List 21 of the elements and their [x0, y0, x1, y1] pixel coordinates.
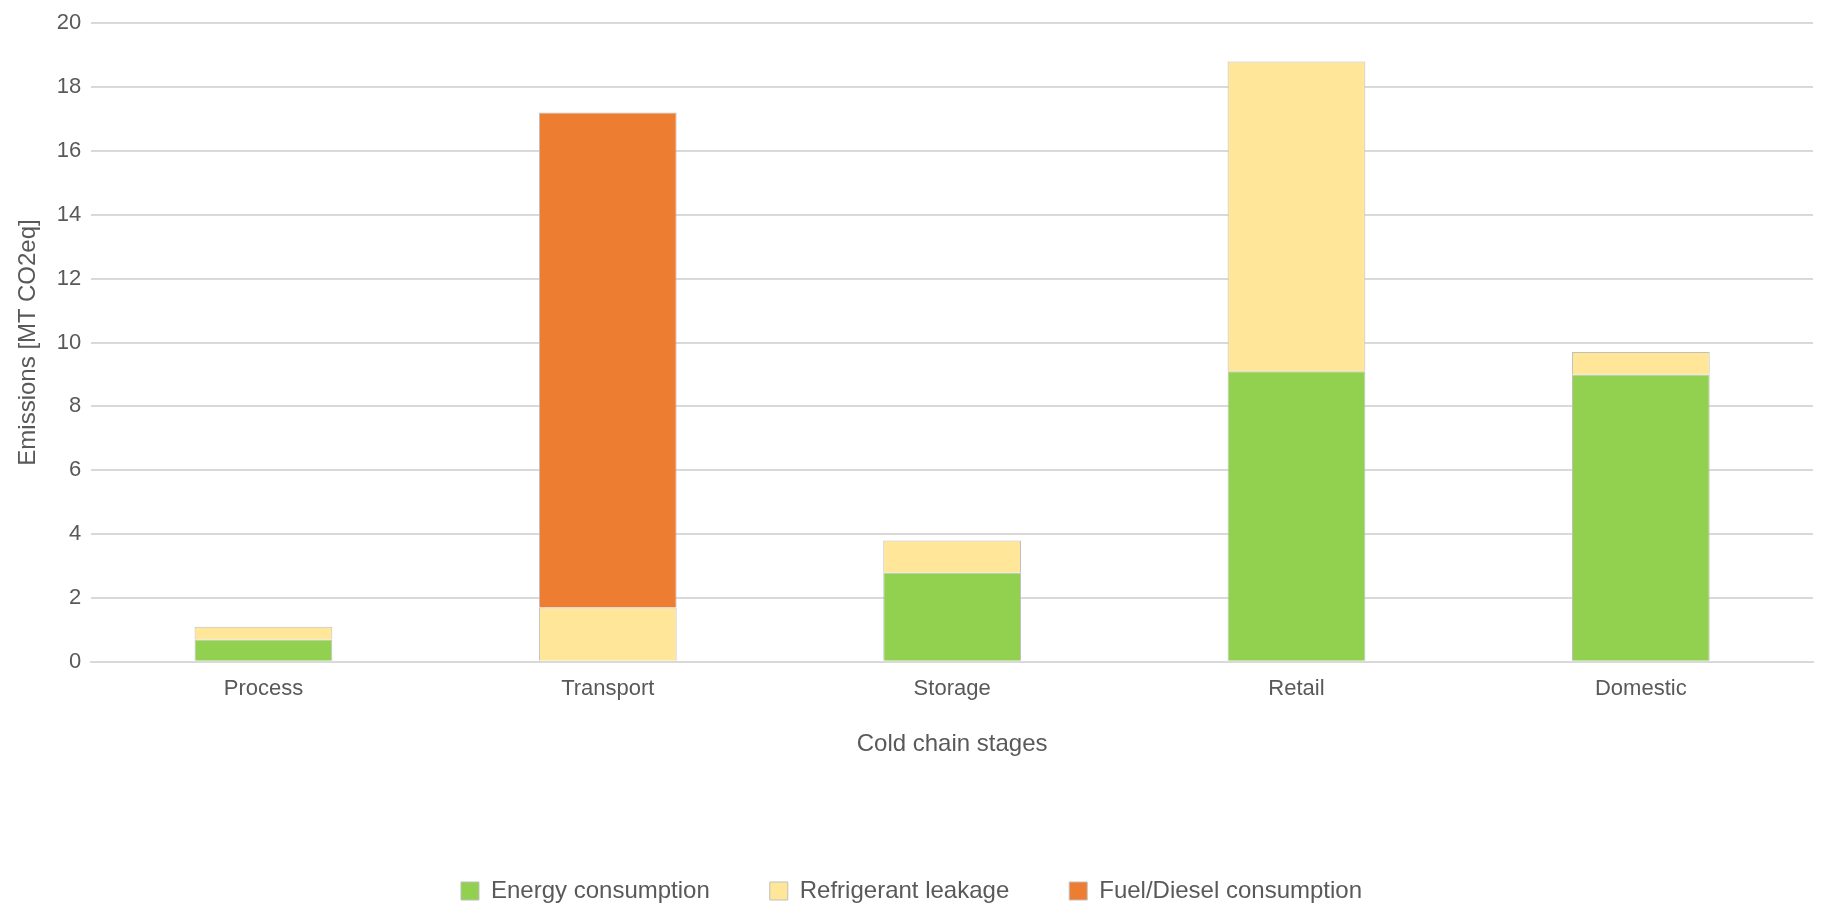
legend-label: Fuel/Diesel consumption: [1099, 875, 1363, 903]
y-tick-label: 2: [69, 584, 82, 609]
x-tick-label: Storage: [913, 675, 991, 701]
x-tick-label: Process: [223, 675, 304, 701]
y-tick-label: 16: [56, 136, 82, 162]
y-tick-label: 8: [69, 392, 82, 418]
y-tick-label: 14: [56, 200, 82, 226]
y-tick-label: 12: [56, 264, 82, 290]
x-tick-label: Transport: [561, 675, 655, 701]
legend-label: Refrigerant leakage: [799, 875, 1010, 903]
x-tick-label: Retail: [1268, 675, 1325, 701]
y-tick-label: 20: [56, 9, 82, 35]
x-tick-label: Domestic: [1594, 675, 1687, 701]
y-axis-title: Emissions [MT CO2eq]: [13, 219, 41, 466]
y-tick-label: 6: [69, 456, 82, 482]
y-tick-label: 4: [69, 520, 82, 546]
y-tick-label: 18: [56, 73, 82, 99]
y-tick-label: 10: [56, 328, 82, 354]
legend-label: Energy consumption: [490, 875, 710, 903]
y-tick-label: 0: [69, 647, 82, 673]
x-axis-title: Cold chain stages: [856, 729, 1048, 757]
